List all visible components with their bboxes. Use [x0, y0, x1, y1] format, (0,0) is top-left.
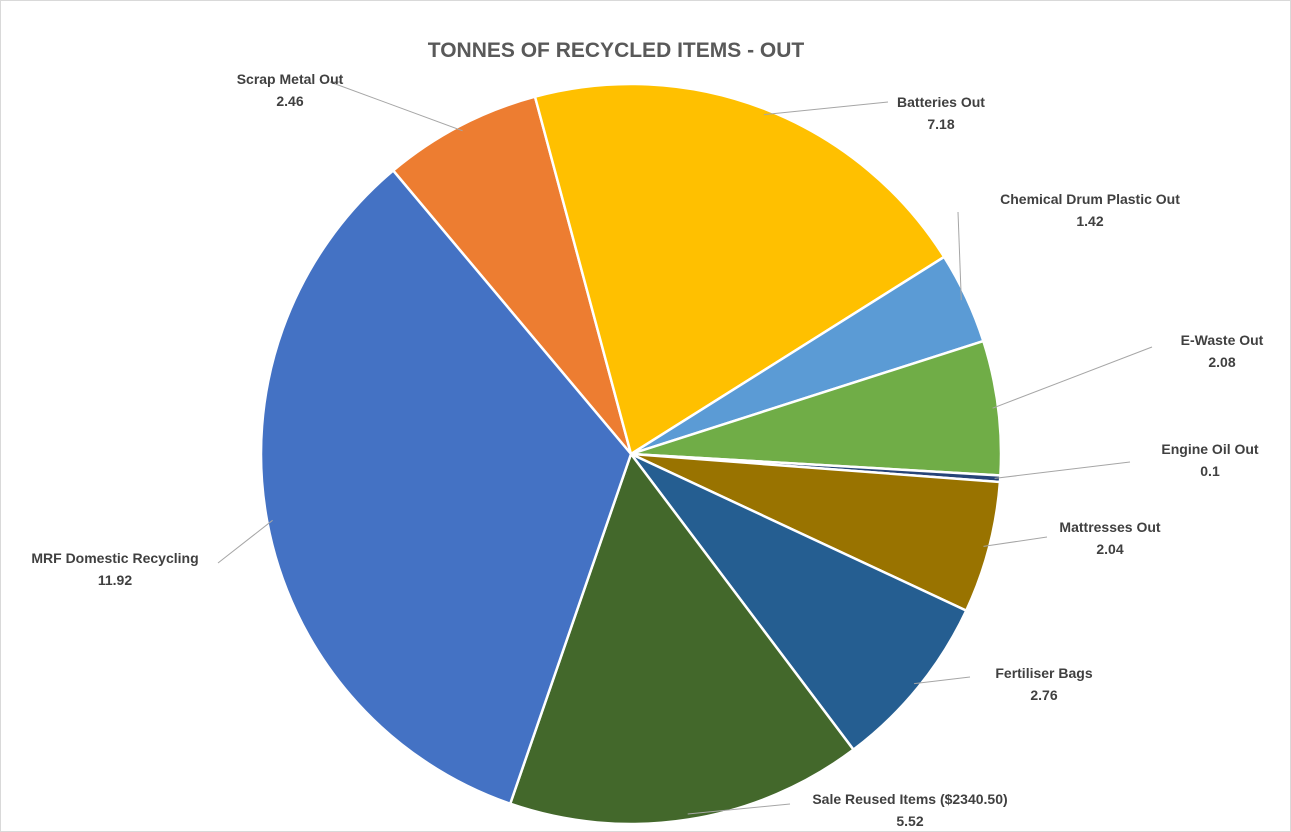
leader-line-fertiliser-bags: [914, 676, 971, 685]
slice-label-sale-reused-items-2340-50: Sale Reused Items ($2340.50): [812, 791, 1007, 807]
pie-slice-mattresses-out: [630, 452, 1002, 613]
slice-value-mrf-domestic-recycling: 11.92: [98, 572, 132, 588]
pie-slice-fertiliser-bags: [630, 452, 968, 752]
slice-label-engine-oil-out: Engine Oil Out: [1161, 441, 1259, 457]
leader-line-mattresses-out: [983, 536, 1048, 547]
pie-slice-scrap-metal-out: [391, 95, 633, 455]
pie-slice-batteries-out: [533, 82, 946, 456]
slice-label-scrap-metal-out: Scrap Metal Out: [237, 71, 344, 87]
slice-value-scrap-metal-out: 2.46: [276, 93, 303, 109]
pie-slice-sale-reused-items-2340-50: [508, 451, 856, 826]
slice-label-mattresses-out: Mattresses Out: [1059, 519, 1160, 535]
slice-label-e-waste-out: E-Waste Out: [1181, 332, 1264, 348]
leader-line-scrap-metal-out: [329, 81, 463, 132]
leader-line-mrf-domestic-recycling: [217, 519, 273, 564]
leader-line-chemical-drum-plastic-out: [957, 211, 962, 301]
pie-slice-e-waste-out: [630, 339, 1003, 477]
slice-value-mattresses-out: 2.04: [1096, 541, 1123, 557]
slice-value-fertiliser-bags: 2.76: [1030, 687, 1057, 703]
slice-label-fertiliser-bags: Fertiliser Bags: [995, 665, 1092, 681]
slice-label-chemical-drum-plastic-out: Chemical Drum Plastic Out: [1000, 191, 1180, 207]
leader-line-sale-reused-items-2340-50: [687, 803, 791, 815]
slice-labels: Scrap Metal Out 2.46 Batteries Out 7.18 Chem…: [31, 71, 1263, 829]
slice-value-batteries-out: 7.18: [927, 116, 954, 132]
slice-value-chemical-drum-plastic-out: 1.42: [1076, 213, 1103, 229]
slice-value-e-waste-out: 2.08: [1208, 354, 1235, 370]
leader-line-engine-oil-out: [994, 461, 1131, 479]
leader-line-batteries-out: [763, 101, 889, 116]
slice-label-mrf-domestic-recycling: MRF Domestic Recycling: [31, 550, 198, 566]
slice-value-sale-reused-items-2340-50: 5.52: [896, 813, 923, 829]
slice-label-batteries-out: Batteries Out: [897, 94, 985, 110]
leader-line-e-waste-out: [992, 346, 1153, 409]
pie-slices: [259, 82, 1003, 826]
pie-slice-mrf-domestic-recycling: [259, 168, 633, 806]
leader-lines: [217, 81, 1153, 815]
chart-title: TONNES OF RECYCLED ITEMS - OUT: [428, 39, 805, 62]
slice-value-engine-oil-out: 0.1: [1200, 463, 1220, 479]
